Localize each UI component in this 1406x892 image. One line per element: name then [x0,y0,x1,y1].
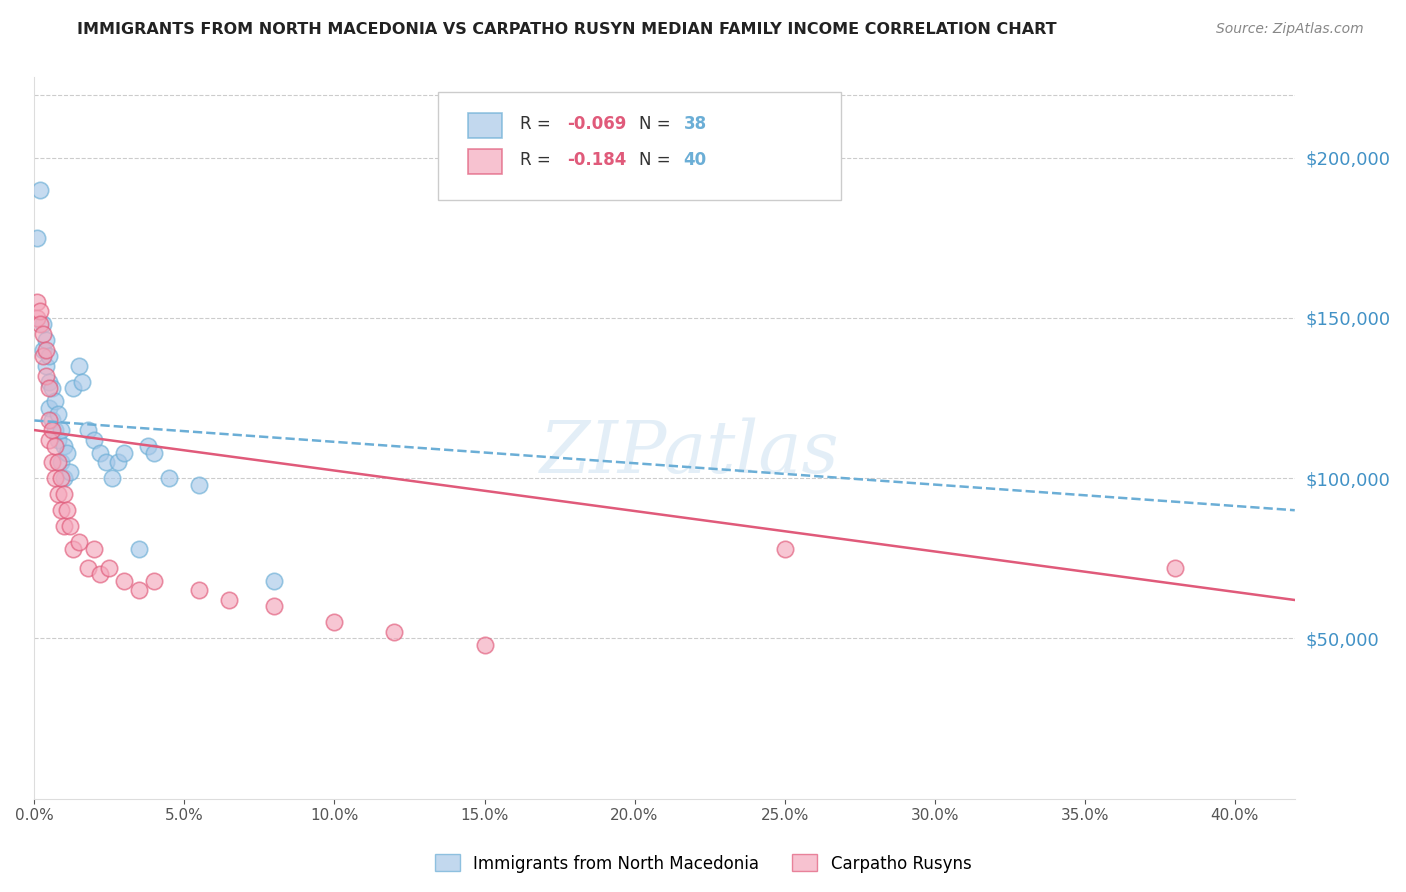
Point [263,599,285,614]
Point [67,359,90,373]
Point [77,423,100,437]
Point [38,401,60,415]
Point [41,381,63,395]
Point [218,593,240,607]
Point [27,310,49,325]
Point [188,583,211,598]
Point [263,574,285,588]
Point [62,541,84,556]
Text: N =: N = [640,115,676,133]
Point [35,368,58,383]
Point [53,487,76,501]
Point [56,503,79,517]
Point [44,423,66,437]
Point [30,183,52,197]
Point [128,541,150,556]
Point [56,445,79,459]
Point [35,359,58,373]
Point [44,394,66,409]
Point [27,294,49,309]
Point [41,423,63,437]
Text: N =: N = [640,152,676,169]
Point [89,445,111,459]
Point [53,519,76,533]
Point [107,455,129,469]
Point [51,503,73,517]
Point [474,183,496,197]
Point [143,445,166,459]
Point [38,349,60,363]
Point [323,615,346,630]
Point [143,574,166,588]
Point [474,638,496,652]
Point [1164,561,1187,575]
FancyBboxPatch shape [437,92,841,200]
Point [83,541,105,556]
Point [38,381,60,395]
Point [138,439,160,453]
Point [30,318,52,332]
Point [32,326,55,341]
Text: 38: 38 [683,115,707,133]
Point [32,349,55,363]
Point [59,519,82,533]
Point [30,304,52,318]
Point [51,455,73,469]
Point [44,471,66,485]
Point [98,561,121,575]
Text: R =: R = [520,115,555,133]
Text: IMMIGRANTS FROM NORTH MACEDONIA VS CARPATHO RUSYN MEDIAN FAMILY INCOME CORRELATI: IMMIGRANTS FROM NORTH MACEDONIA VS CARPA… [77,22,1057,37]
Point [89,567,111,582]
Text: -0.184: -0.184 [568,152,627,169]
Point [53,471,76,485]
Point [53,439,76,453]
FancyBboxPatch shape [468,149,502,174]
Point [41,455,63,469]
Point [157,471,180,485]
Text: -0.069: -0.069 [568,115,627,133]
Point [62,381,84,395]
Text: Source: ZipAtlas.com: Source: ZipAtlas.com [1216,22,1364,37]
Point [188,477,211,491]
Point [38,375,60,389]
Point [101,471,124,485]
Point [51,423,73,437]
Point [44,439,66,453]
Point [38,413,60,427]
Point [27,231,49,245]
Point [67,535,90,549]
Point [51,471,73,485]
Point [41,413,63,427]
Point [112,445,135,459]
Point [83,433,105,447]
Point [38,433,60,447]
FancyBboxPatch shape [468,112,502,138]
Point [35,334,58,348]
Point [32,343,55,357]
Point [112,574,135,588]
Point [48,407,70,421]
Point [48,455,70,469]
Point [32,318,55,332]
Point [773,541,796,556]
Text: ZIPatlas: ZIPatlas [540,417,839,488]
Point [384,625,406,640]
Point [59,465,82,479]
Point [128,583,150,598]
Text: R =: R = [520,152,555,169]
Point [48,487,70,501]
Point [48,433,70,447]
Legend: Immigrants from North Macedonia, Carpatho Rusyns: Immigrants from North Macedonia, Carpath… [427,847,979,880]
Text: 40: 40 [683,152,707,169]
Point [77,561,100,575]
Point [35,343,58,357]
Point [96,455,118,469]
Point [72,375,94,389]
